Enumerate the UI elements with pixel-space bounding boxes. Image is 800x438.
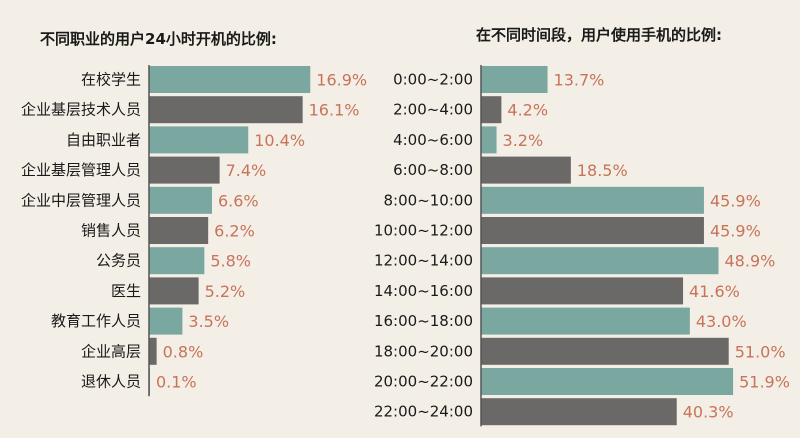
left-value-label: 0.8% [163,342,204,361]
right-category-label: 2:00~4:00 [393,101,473,119]
right-value-label: 41.6% [689,282,740,301]
right-category-label: 18:00~20:00 [374,342,473,360]
left-category-label: 医生 [111,282,141,300]
left-value-label: 0.1% [156,373,197,392]
left-chart-title: 不同职业的用户24小时开机的比例: [40,30,277,48]
left-value-label: 5.2% [205,282,246,301]
right-bar [481,247,719,275]
right-category-label: 8:00~10:00 [384,191,473,209]
right-category-label: 6:00~8:00 [393,161,473,179]
left-bar [149,156,220,184]
right-category-label: 10:00~12:00 [374,222,473,240]
left-bar [149,337,157,365]
left-bar [149,66,311,93]
right-bar [481,126,497,154]
right-category-label: 14:00~16:00 [374,282,473,300]
right-chart: 0:00~2:00 13.7% 2:00~4:00 4.2% 4:00~6:00 3.2%… [374,65,790,427]
right-value-label: 45.9% [710,191,761,210]
left-value-label: 3.5% [188,312,229,331]
left-category-label: 教育工作人员 [51,312,141,330]
left-bar [149,186,212,214]
left-bar [149,126,249,154]
right-value-label: 40.3% [683,403,734,422]
right-bar [481,368,734,395]
right-value-label: 51.0% [735,342,786,361]
right-value-label: 43.0% [696,312,747,331]
right-bar [481,156,571,184]
left-bar [149,307,183,335]
right-value-label: 18.5% [577,161,628,180]
left-bar [149,247,205,275]
left-value-label: 10.4% [254,131,305,150]
right-bar [481,398,677,426]
right-bar [481,217,704,244]
right-category-label: 22:00~24:00 [374,403,473,421]
left-category-label: 企业基层技术人员 [21,101,141,119]
left-category-label: 销售人员 [81,222,141,240]
right-value-label: 3.2% [503,131,544,150]
right-bar [481,66,548,93]
left-category-label: 企业高层 [81,342,141,360]
left-value-label: 7.4% [226,161,267,180]
right-bar [481,337,729,365]
right-value-label: 51.9% [739,373,790,392]
left-category-label: 公务员 [96,252,141,270]
right-bar [481,307,690,335]
right-bar [481,96,502,124]
left-bar [149,96,303,124]
right-category-label: 12:00~14:00 [374,252,473,270]
left-bar [149,217,209,244]
left-value-label: 6.6% [218,191,259,210]
right-chart-title: 在不同时间段，用户使用手机的比例: [476,26,722,44]
right-bar [481,186,704,214]
left-value-label: 16.1% [309,101,360,120]
right-category-label: 4:00~6:00 [393,131,473,149]
left-chart: 在校学生 16.9% 企业基层技术人员 16.1% 自由职业者 10.4% 企业基层管理人员… [21,65,367,397]
left-category-label: 在校学生 [81,71,141,89]
left-bar [149,277,199,305]
left-category-label: 企业基层管理人员 [21,161,141,179]
right-value-label: 45.9% [710,222,761,241]
right-value-label: 13.7% [554,71,605,90]
left-category-label: 退休人员 [81,373,141,391]
right-bar [481,277,684,305]
left-value-label: 5.8% [210,252,251,271]
left-category-label: 自由职业者 [66,131,141,149]
right-value-label: 48.9% [725,252,776,271]
right-category-label: 16:00~18:00 [374,312,473,330]
left-value-label: 6.2% [214,222,255,241]
left-value-label: 16.9% [316,71,367,90]
right-category-label: 0:00~2:00 [393,71,473,89]
left-category-label: 企业中层管理人员 [21,191,141,209]
right-value-label: 4.2% [507,101,548,120]
right-category-label: 20:00~22:00 [374,373,473,391]
